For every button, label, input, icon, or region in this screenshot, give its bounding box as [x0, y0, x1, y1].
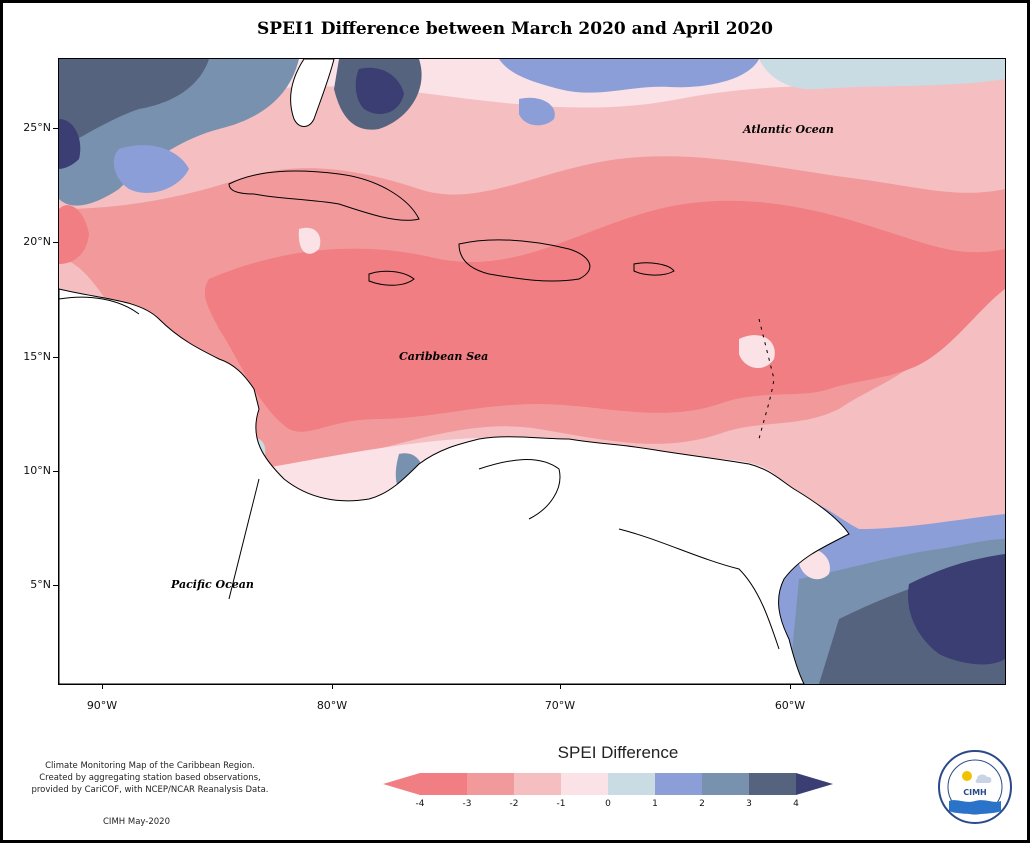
legend-swatch-minus2 — [514, 773, 561, 795]
legend-tick-label: -2 — [509, 799, 519, 809]
legend-tick-label: 1 — [652, 799, 658, 809]
legend-title: SPEI Difference — [557, 743, 679, 762]
lat-label-15n: 15°N — [23, 350, 51, 363]
credit-line: Created by aggregating station based obs… — [39, 773, 261, 783]
legend-swatch-minus4-arrow — [383, 773, 420, 795]
map-title: SPEI1 Difference between March 2020 and … — [256, 19, 774, 39]
credit-text: Climate Monitoring Map of the Caribbean … — [25, 760, 275, 796]
credit-line: provided by CariCOF, with NCEP/NCAR Rean… — [31, 785, 269, 795]
lat-label-20n: 20°N — [23, 235, 51, 248]
lon-tick — [332, 684, 333, 689]
credit-line: Climate Monitoring Map of the Caribbean … — [45, 761, 255, 771]
spei-zone-minus4-west — [59, 205, 89, 264]
cloud-icon — [975, 774, 992, 783]
spei-zone-plus1-north — [499, 59, 759, 93]
spei-zone-plus1-nw — [113, 145, 189, 193]
lat-label-10n: 10°N — [23, 464, 51, 477]
spei-zone-plus4-nw — [59, 119, 81, 169]
spei-zone-minus1-spot2 — [298, 227, 321, 254]
spei-zone-minus1-spot — [739, 335, 775, 369]
lat-tick — [53, 471, 58, 472]
ocean-label-caribbean: Caribbean Sea — [399, 350, 489, 363]
legend-swatch-minus3 — [467, 773, 514, 795]
legend-tick-label: 4 — [793, 799, 799, 809]
lat-label-25n: 25°N — [23, 121, 51, 134]
spei-zone-minus4-core — [204, 200, 1005, 432]
logo-acronym: CIMH — [963, 788, 987, 797]
spei-field — [59, 59, 1005, 684]
legend-swatch-minus4 — [420, 773, 467, 795]
ocean-label-atlantic: Atlantic Ocean — [743, 123, 834, 136]
spei-zone-zero-north — [759, 59, 1005, 90]
hispaniola-outline — [458, 239, 591, 282]
spei-zone-plus1-spot — [519, 97, 555, 126]
cuba-outline — [228, 170, 420, 221]
lon-label-80w: 80°W — [316, 699, 348, 712]
ocean-label-pacific: Pacific Ocean — [171, 578, 254, 591]
venezuela-border — [478, 459, 561, 520]
puerto-rico-outline — [633, 262, 675, 276]
colombia-border — [228, 478, 260, 600]
legend-tick-label: -4 — [415, 799, 425, 809]
legend-swatch-plus2 — [702, 773, 749, 795]
lon-label-60w: 60°W — [774, 699, 806, 712]
florida-landmass — [290, 59, 335, 127]
lon-tick — [790, 684, 791, 689]
waves-icon — [949, 800, 1001, 814]
venezuela-brazil-border — [618, 528, 780, 650]
legend-tick-label: 0 — [605, 799, 611, 809]
cimh-logo: CIMH — [938, 750, 1012, 824]
jamaica-outline — [368, 270, 415, 286]
lon-tick — [560, 684, 561, 689]
lesser-antilles-outline — [758, 318, 775, 440]
lon-label-90w: 90°W — [86, 699, 118, 712]
legend-swatch-plus4-arrow — [796, 773, 833, 795]
spei-zone-plus4-se — [908, 554, 1005, 665]
legend-tick-label: 3 — [746, 799, 752, 809]
lon-label-70w: 70°W — [544, 699, 576, 712]
legend-swatch-zero — [608, 773, 655, 795]
legend-swatch-plus1 — [655, 773, 702, 795]
lat-tick — [53, 242, 58, 243]
lat-tick — [53, 585, 58, 586]
lat-tick — [53, 357, 58, 358]
lat-label-5n: 5°N — [30, 578, 51, 591]
legend-tick-label: -3 — [462, 799, 472, 809]
yucatan-coast — [59, 296, 140, 315]
legend-colorbar — [383, 773, 833, 795]
lon-tick — [102, 684, 103, 689]
credit-date: CIMH May-2020 — [103, 817, 170, 827]
lat-tick — [53, 128, 58, 129]
south-central-america-landmass — [59, 288, 850, 684]
legend-swatch-plus3 — [749, 773, 796, 795]
legend-tick-label: 2 — [699, 799, 705, 809]
spei-zone-plus3-nw — [59, 59, 209, 149]
map-panel: Atlantic Ocean Caribbean Sea Pacific Oce… — [58, 58, 1006, 685]
legend-swatch-minus1 — [561, 773, 608, 795]
sun-icon — [962, 771, 972, 781]
legend-tick-label: -1 — [556, 799, 566, 809]
spei-zone-plus4-bahamas — [355, 67, 404, 114]
